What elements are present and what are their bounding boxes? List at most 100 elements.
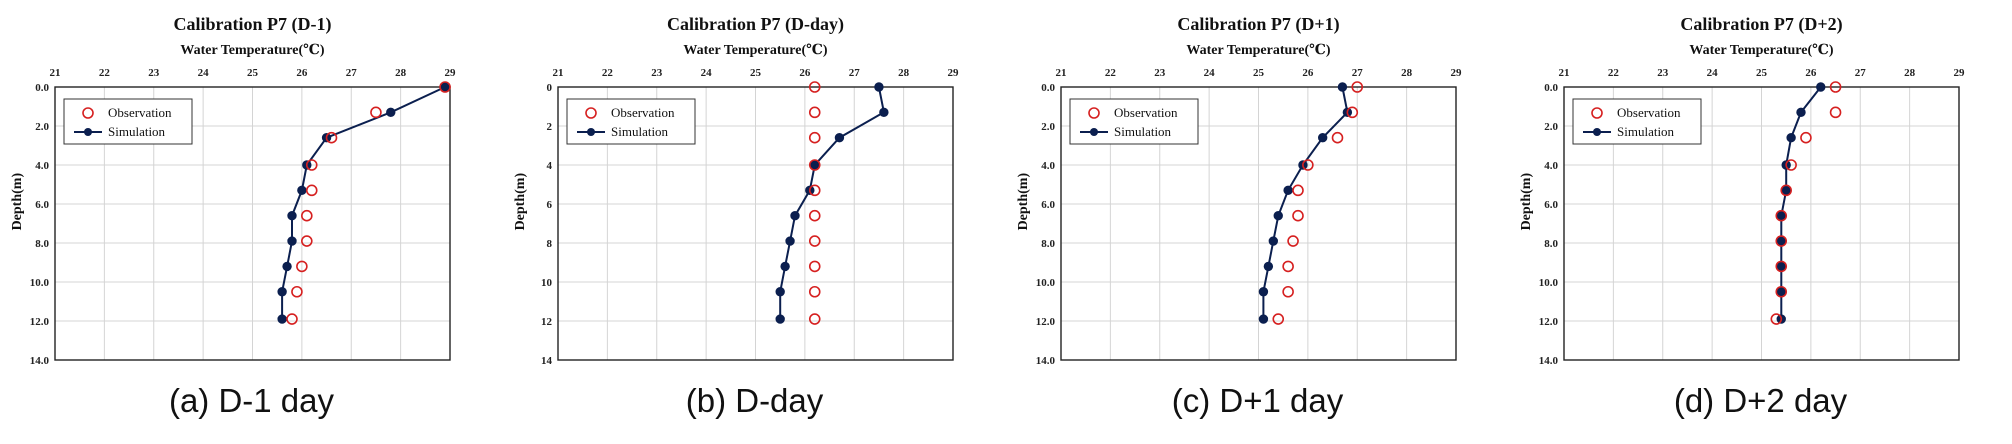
observation-point bbox=[1785, 159, 1797, 171]
y-tick-label: 10.0 bbox=[30, 277, 50, 289]
observation-point bbox=[1780, 184, 1792, 197]
x-tick-label: 28 bbox=[898, 67, 910, 79]
legend-observation-label: Observation bbox=[1617, 105, 1681, 120]
legend-observation-marker bbox=[82, 107, 94, 119]
simulation-point bbox=[790, 211, 800, 221]
observation-point bbox=[370, 106, 382, 119]
x-tick-label: 25 bbox=[1253, 67, 1265, 79]
plot-frame bbox=[1060, 86, 1457, 361]
x-tick-label: 23 bbox=[1154, 67, 1166, 79]
y-tick-label: 10.0 bbox=[1036, 277, 1056, 289]
simulation-point bbox=[1263, 261, 1274, 272]
observation-point bbox=[1829, 106, 1842, 119]
y-tick-label: 8.0 bbox=[1544, 238, 1558, 250]
x-tick-label: 27 bbox=[346, 67, 358, 79]
y-tick-label: 10 bbox=[541, 277, 553, 289]
y-tick-label: 14.0 bbox=[30, 355, 50, 367]
observation-point bbox=[808, 260, 821, 273]
observation-point bbox=[305, 184, 318, 197]
x-tick-label: 29 bbox=[1451, 67, 1463, 79]
chart-panel-1: Calibration P7 (D-1) Water Temperature(℃)… bbox=[10, 14, 456, 367]
plot-frame bbox=[1563, 86, 1960, 361]
y-tick-label: 14.0 bbox=[1036, 355, 1056, 367]
x-tick-label: 22 bbox=[1105, 67, 1117, 79]
y-tick-label: 4.0 bbox=[35, 160, 49, 172]
legend-simulation-label: Simulation bbox=[1114, 124, 1172, 139]
x-axis-label: Water Temperature(℃) bbox=[180, 43, 325, 58]
simulation-point bbox=[1776, 261, 1786, 272]
observation-point bbox=[291, 285, 303, 298]
observation-point bbox=[325, 131, 338, 144]
simulation-point bbox=[775, 287, 785, 297]
x-tick-label: 29 bbox=[445, 67, 457, 79]
simulation-point bbox=[1796, 107, 1806, 118]
observation-point bbox=[1800, 131, 1812, 144]
observation-point bbox=[301, 235, 313, 247]
simulation-point bbox=[834, 133, 845, 143]
simulation-point bbox=[297, 185, 307, 196]
simulation-point bbox=[277, 314, 287, 324]
x-tick-label: 26 bbox=[799, 67, 811, 79]
observation-point bbox=[1770, 313, 1783, 325]
y-tick-label: 12.0 bbox=[1539, 316, 1559, 328]
simulation-point bbox=[785, 236, 795, 246]
observation-point bbox=[1829, 81, 1842, 93]
legend-simulation-marker bbox=[84, 128, 92, 136]
legend: Observation Simulation bbox=[1069, 98, 1199, 145]
legend-observation-label: Observation bbox=[1114, 105, 1178, 120]
y-tick-label: 12.0 bbox=[1036, 316, 1056, 328]
y-tick-label: 0.0 bbox=[1544, 82, 1558, 94]
y-tick-label: 8.0 bbox=[35, 238, 49, 250]
legend-simulation-marker bbox=[587, 128, 595, 136]
simulation-point bbox=[1258, 314, 1269, 324]
simulation-point bbox=[1283, 185, 1293, 196]
x-tick-label: 27 bbox=[849, 67, 861, 79]
x-axis-label: Water Temperature(℃) bbox=[1186, 43, 1331, 58]
legend: Observation Simulation bbox=[63, 98, 193, 145]
caption-c: (c) D+1 day bbox=[1171, 382, 1344, 419]
y-axis-label: Depth(m) bbox=[1519, 173, 1534, 231]
observation-point bbox=[1292, 184, 1304, 197]
x-tick-label: 27 bbox=[1352, 67, 1364, 79]
y-tick-label: 10.0 bbox=[1539, 277, 1559, 289]
x-tick-label: 21 bbox=[1559, 67, 1570, 79]
legend: Observation Simulation bbox=[1572, 98, 1702, 145]
simulation-line bbox=[1780, 86, 1822, 319]
observation-point bbox=[1292, 209, 1304, 222]
legend-box bbox=[566, 98, 696, 145]
legend-simulation-label: Simulation bbox=[611, 124, 669, 139]
observation-point bbox=[1282, 260, 1294, 273]
y-tick-label: 0.0 bbox=[1041, 82, 1055, 94]
y-tick-label: 4 bbox=[547, 160, 553, 172]
x-axis-label: Water Temperature(℃) bbox=[1689, 43, 1834, 58]
x-tick-label: 26 bbox=[1302, 67, 1314, 79]
observation-point bbox=[808, 131, 821, 144]
y-tick-label: 6.0 bbox=[35, 199, 49, 211]
x-tick-label: 25 bbox=[750, 67, 762, 79]
observation-point bbox=[808, 159, 821, 171]
y-tick-label: 0 bbox=[547, 82, 553, 94]
y-tick-label: 6 bbox=[547, 199, 553, 211]
y-tick-label: 2.0 bbox=[35, 121, 49, 133]
x-tick-label: 24 bbox=[1204, 67, 1216, 79]
simulation-point bbox=[780, 261, 790, 272]
simulation-point bbox=[287, 236, 297, 246]
simulation-point bbox=[440, 82, 450, 92]
simulation-point bbox=[810, 160, 820, 170]
observation-point bbox=[1272, 313, 1285, 325]
chart-title: Calibration P7 (D-1) bbox=[174, 14, 332, 35]
y-tick-label: 4.0 bbox=[1544, 160, 1558, 172]
simulation-point bbox=[282, 261, 292, 272]
x-tick-label: 26 bbox=[1805, 67, 1817, 79]
y-axis-label: Depth(m) bbox=[10, 173, 25, 231]
chart-title: Calibration P7 (D+2) bbox=[1680, 14, 1842, 35]
x-tick-label: 26 bbox=[296, 67, 308, 79]
chart-panel-4: Calibration P7 (D+2) Water Temperature(℃)… bbox=[1519, 14, 1965, 367]
y-tick-label: 8.0 bbox=[1041, 238, 1055, 250]
x-tick-label: 24 bbox=[701, 67, 713, 79]
x-tick-label: 25 bbox=[247, 67, 259, 79]
observation-point bbox=[808, 235, 821, 247]
observation-point bbox=[1287, 235, 1299, 247]
y-axis-label: Depth(m) bbox=[1016, 173, 1031, 231]
x-tick-label: 29 bbox=[948, 67, 960, 79]
